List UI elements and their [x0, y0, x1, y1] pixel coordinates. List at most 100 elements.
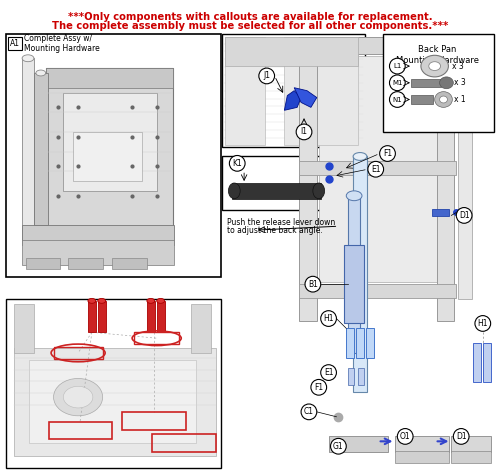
- Text: D1: D1: [459, 211, 469, 220]
- Text: A1: A1: [10, 39, 20, 48]
- Circle shape: [454, 428, 469, 444]
- Ellipse shape: [440, 96, 448, 103]
- Bar: [6, 34, 220, 278]
- Text: to adjust the back angle.: to adjust the back angle.: [228, 226, 323, 235]
- Circle shape: [301, 404, 317, 420]
- Bar: [299, 284, 456, 298]
- Bar: [222, 157, 330, 210]
- Ellipse shape: [458, 99, 472, 106]
- Polygon shape: [284, 90, 301, 110]
- Text: The complete assembly must be selected for all other components.***: The complete assembly must be selected f…: [52, 21, 448, 31]
- Circle shape: [259, 68, 274, 84]
- Bar: [346, 328, 354, 358]
- Bar: [452, 436, 490, 452]
- Text: H1: H1: [324, 314, 334, 323]
- Text: E1: E1: [324, 368, 334, 377]
- Text: Complete Assy w/
Mounting Hardware: Complete Assy w/ Mounting Hardware: [24, 34, 100, 53]
- Circle shape: [380, 146, 396, 161]
- Ellipse shape: [434, 92, 452, 108]
- Bar: [22, 58, 34, 240]
- Text: Push the release lever down: Push the release lever down: [228, 218, 336, 228]
- Ellipse shape: [346, 191, 362, 201]
- Bar: [54, 347, 102, 359]
- Text: J1: J1: [263, 71, 270, 80]
- Bar: [98, 301, 106, 332]
- Circle shape: [320, 311, 336, 327]
- Circle shape: [398, 428, 413, 444]
- Circle shape: [330, 438, 346, 454]
- Ellipse shape: [88, 298, 96, 303]
- Bar: [411, 79, 440, 87]
- Circle shape: [390, 58, 405, 74]
- Bar: [152, 435, 216, 452]
- Bar: [48, 422, 112, 439]
- Text: Back Pan
Mounting Hardware: Back Pan Mounting Hardware: [396, 46, 479, 65]
- Bar: [366, 328, 374, 358]
- Bar: [222, 34, 365, 147]
- Bar: [122, 412, 186, 429]
- Ellipse shape: [147, 298, 154, 303]
- Ellipse shape: [440, 77, 454, 89]
- Bar: [411, 95, 432, 104]
- Bar: [6, 299, 220, 468]
- Bar: [46, 68, 174, 88]
- Bar: [226, 37, 264, 145]
- Ellipse shape: [353, 152, 367, 160]
- Circle shape: [305, 276, 320, 292]
- Bar: [156, 301, 164, 332]
- Polygon shape: [294, 88, 317, 108]
- Ellipse shape: [22, 55, 34, 62]
- Text: F1: F1: [314, 383, 324, 392]
- Bar: [64, 93, 156, 191]
- Bar: [396, 451, 450, 463]
- Circle shape: [296, 124, 312, 140]
- Bar: [319, 56, 436, 282]
- Bar: [458, 102, 472, 299]
- Bar: [22, 225, 174, 245]
- Text: x 1: x 1: [454, 95, 466, 104]
- Bar: [22, 240, 174, 265]
- Circle shape: [390, 92, 405, 108]
- Text: G1: G1: [333, 442, 344, 451]
- Ellipse shape: [429, 62, 440, 70]
- Bar: [483, 343, 490, 382]
- Bar: [358, 367, 364, 386]
- Bar: [299, 37, 456, 54]
- Bar: [134, 332, 180, 344]
- Bar: [356, 328, 364, 358]
- Bar: [29, 360, 196, 443]
- Text: ***Only components with callouts are available for replacement.: ***Only components with callouts are ava…: [68, 12, 432, 22]
- Bar: [147, 301, 154, 332]
- Text: I1: I1: [300, 128, 308, 137]
- Bar: [344, 245, 364, 324]
- Circle shape: [456, 208, 472, 223]
- Ellipse shape: [156, 298, 164, 303]
- Bar: [34, 73, 48, 225]
- Ellipse shape: [64, 387, 93, 408]
- Ellipse shape: [421, 55, 448, 77]
- Bar: [73, 132, 142, 181]
- Ellipse shape: [36, 70, 46, 76]
- Bar: [8, 37, 22, 50]
- Bar: [88, 301, 96, 332]
- Text: x 3: x 3: [452, 61, 464, 70]
- Circle shape: [368, 161, 384, 177]
- Ellipse shape: [228, 183, 240, 198]
- Bar: [284, 37, 358, 145]
- Text: B1: B1: [308, 280, 318, 288]
- Bar: [36, 73, 46, 230]
- Text: D1: D1: [456, 432, 466, 441]
- Bar: [68, 258, 102, 269]
- Circle shape: [475, 316, 490, 331]
- Bar: [112, 258, 147, 269]
- Ellipse shape: [98, 298, 106, 303]
- Circle shape: [320, 365, 336, 380]
- Bar: [432, 208, 450, 217]
- Text: N1: N1: [392, 97, 402, 102]
- Text: E1: E1: [371, 165, 380, 174]
- Circle shape: [311, 379, 326, 395]
- Circle shape: [230, 156, 245, 171]
- Bar: [26, 258, 60, 269]
- Text: K1: K1: [232, 159, 242, 168]
- Bar: [353, 157, 367, 392]
